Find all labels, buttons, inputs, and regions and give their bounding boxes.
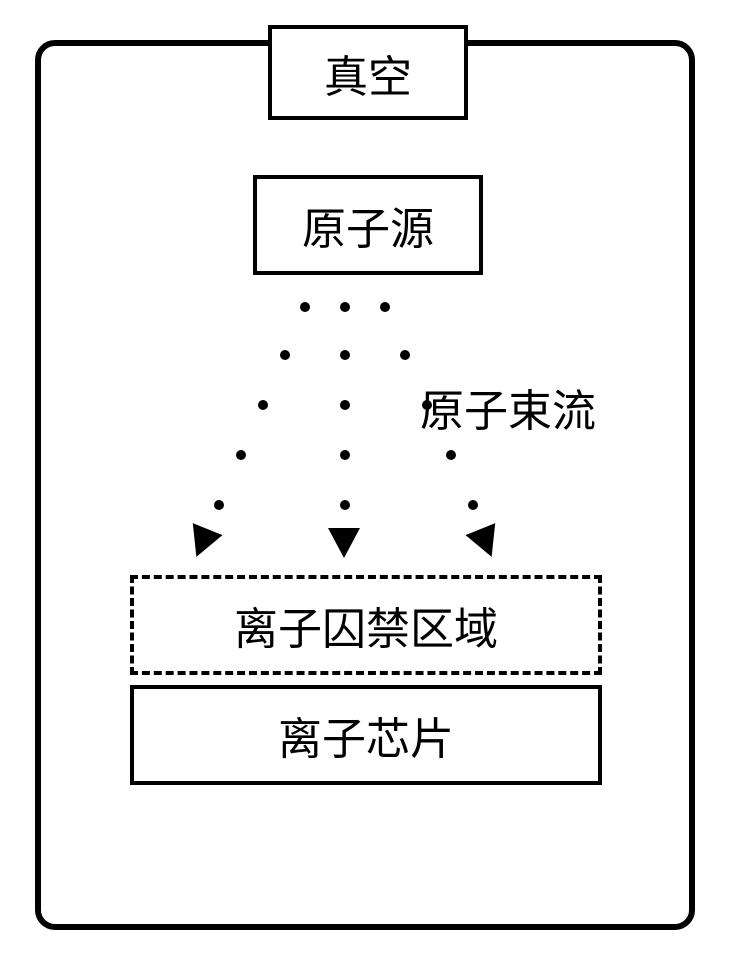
vacuum-label: 真空 — [324, 41, 412, 105]
beam-dot — [380, 302, 390, 312]
beam-dot — [468, 500, 478, 510]
beam-dot — [340, 302, 350, 312]
ion-chip-box: 离子芯片 — [130, 685, 602, 785]
atom-beam-label: 原子束流 — [420, 375, 596, 439]
beam-dot — [340, 400, 350, 410]
atom-source-label: 原子源 — [302, 193, 434, 257]
beam-dot — [340, 350, 350, 360]
atom-source-box: 原子源 — [253, 175, 483, 275]
vacuum-box: 真空 — [268, 25, 468, 120]
beam-dot — [236, 450, 246, 460]
beam-arrowhead-center — [328, 528, 360, 558]
beam-dot — [300, 302, 310, 312]
beam-dot — [340, 500, 350, 510]
beam-dot — [446, 450, 456, 460]
ion-trap-region-label: 离子囚禁区域 — [234, 593, 498, 657]
beam-dot — [340, 450, 350, 460]
ion-chip-label: 离子芯片 — [278, 703, 454, 767]
beam-dot — [258, 400, 268, 410]
ion-trap-region-box: 离子囚禁区域 — [130, 575, 602, 675]
beam-dot — [280, 350, 290, 360]
vacuum-chamber-frame — [35, 40, 695, 930]
beam-dot — [214, 500, 224, 510]
beam-dot — [400, 350, 410, 360]
